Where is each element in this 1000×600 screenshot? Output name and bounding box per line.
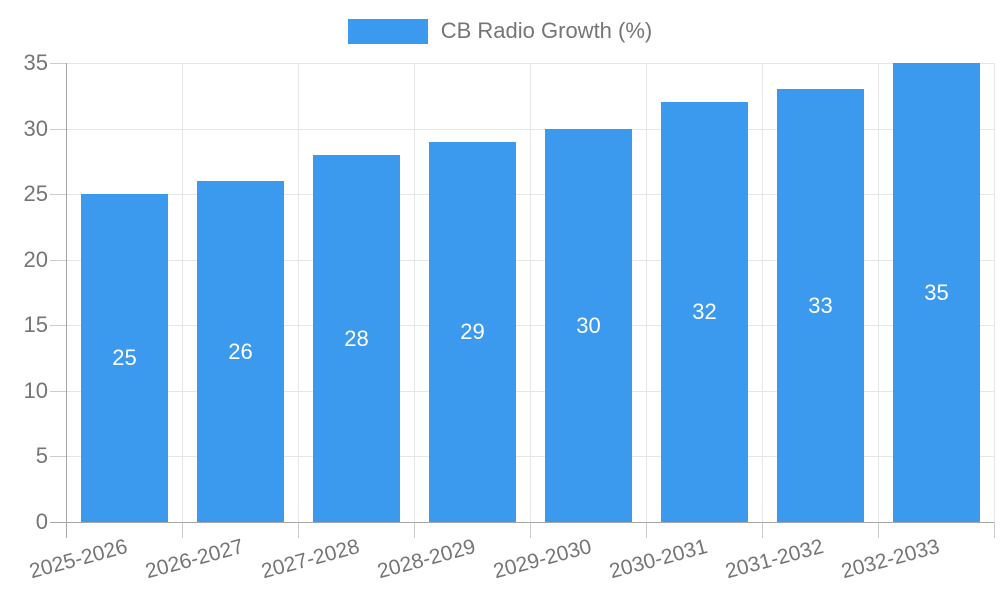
y-tick-mark [50,63,66,64]
gridline-vertical [762,63,763,522]
y-tick-mark [50,194,66,195]
bar[interactable]: 35 [893,63,980,522]
y-tick-label: 35 [23,50,48,75]
bar-value-label: 28 [344,325,369,351]
gridline-vertical [298,63,299,522]
bar-value-label: 32 [692,299,717,324]
y-tick-label: 5 [35,443,48,468]
bar-value-label: 30 [576,312,601,338]
legend-label: CB Radio Growth (%) [440,18,653,43]
gridline-vertical [878,63,879,522]
bar-value-label: 33 [808,292,833,318]
gridline-vertical [530,63,531,522]
x-tick-mark [646,522,647,538]
legend-swatch [347,18,428,44]
y-tick-label: 15 [23,312,48,337]
bar[interactable]: 30 [545,129,632,522]
y-tick-label: 30 [23,116,48,141]
y-tick-label: 25 [23,181,48,206]
bar[interactable]: 25 [81,194,168,522]
y-tick-label: 10 [23,378,48,403]
y-tick-mark [50,325,66,326]
x-tick-mark [530,522,531,538]
bar-value-label: 26 [228,338,253,364]
bar-value-label: 25 [112,345,137,370]
bar[interactable]: 33 [777,89,864,522]
bar[interactable]: 26 [197,181,284,522]
gridline-vertical [646,63,647,522]
bar-value-label: 35 [924,279,949,305]
y-axis-line [66,63,67,538]
legend: CB Radio Growth (%) [0,18,1000,44]
y-tick-mark [50,391,66,392]
gridline-vertical [414,63,415,522]
bar[interactable]: 29 [429,142,516,522]
y-tick-mark [50,456,66,457]
y-tick-mark [50,129,66,130]
gridline-vertical [182,63,183,522]
bar[interactable]: 28 [313,155,400,522]
y-tick-mark [50,260,66,261]
gridline-vertical [994,63,995,522]
legend-item[interactable]: CB Radio Growth (%) [347,18,653,44]
x-tick-mark [298,522,299,538]
x-tick-mark [878,522,879,538]
x-tick-mark [414,522,415,538]
x-tick-mark [762,522,763,538]
y-tick-label: 20 [23,247,48,272]
x-tick-mark [182,522,183,538]
x-tick-mark [994,522,995,538]
bar[interactable]: 32 [661,102,748,522]
x-axis-line [50,522,994,523]
y-tick-label: 0 [35,509,48,534]
bar-value-label: 29 [460,319,485,344]
